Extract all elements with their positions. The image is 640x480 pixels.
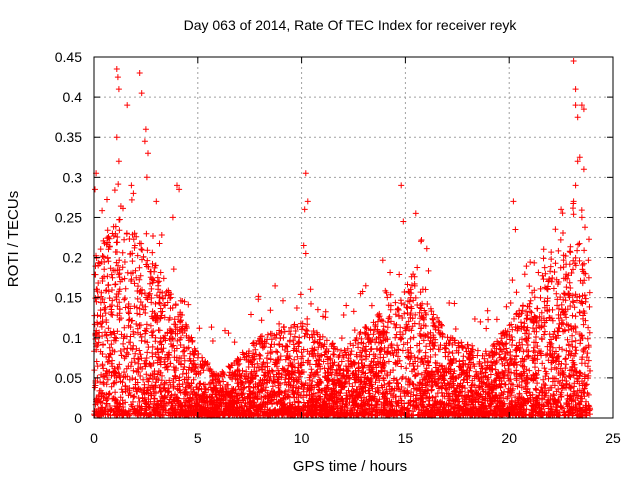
y-tick-label: 0.05: [55, 370, 82, 386]
y-axis-label: ROTI / TECUs: [5, 191, 22, 287]
y-tick-label: 0.4: [63, 89, 83, 105]
y-tick-label: 0: [74, 410, 82, 426]
x-tick-label: 20: [501, 430, 517, 446]
plot-frame: [93, 56, 614, 419]
y-tick-label: 0.35: [55, 129, 82, 145]
y-tick-labels: 0 0.05 0.1 0.15 0.2 0.25 0.3 0.35 0.4 0.45: [55, 49, 82, 426]
y-tick-label: 0.1: [63, 330, 83, 346]
y-tick-label: 0.2: [63, 250, 83, 266]
y-tick-label: 0.25: [55, 209, 82, 225]
roti-series-markers: [91, 58, 594, 419]
x-tick-label: 5: [194, 430, 202, 446]
y-tick-label: 0.45: [55, 49, 82, 65]
x-tick-label: 25: [605, 430, 621, 446]
y-tick-label: 0.15: [55, 290, 82, 306]
data-points: [91, 58, 594, 419]
x-tick-label: 15: [398, 430, 414, 446]
x-tick-label: 0: [90, 430, 98, 446]
axis-ticks: [93, 56, 614, 419]
y-tick-label: 0.3: [63, 169, 83, 185]
x-axis-label: GPS time / hours: [293, 458, 407, 475]
x-tick-label: 10: [294, 430, 310, 446]
x-tick-labels: 0 5 10 15 20 25: [90, 430, 621, 446]
chart-title: Day 063 of 2014, Rate Of TEC Index for r…: [184, 17, 518, 33]
